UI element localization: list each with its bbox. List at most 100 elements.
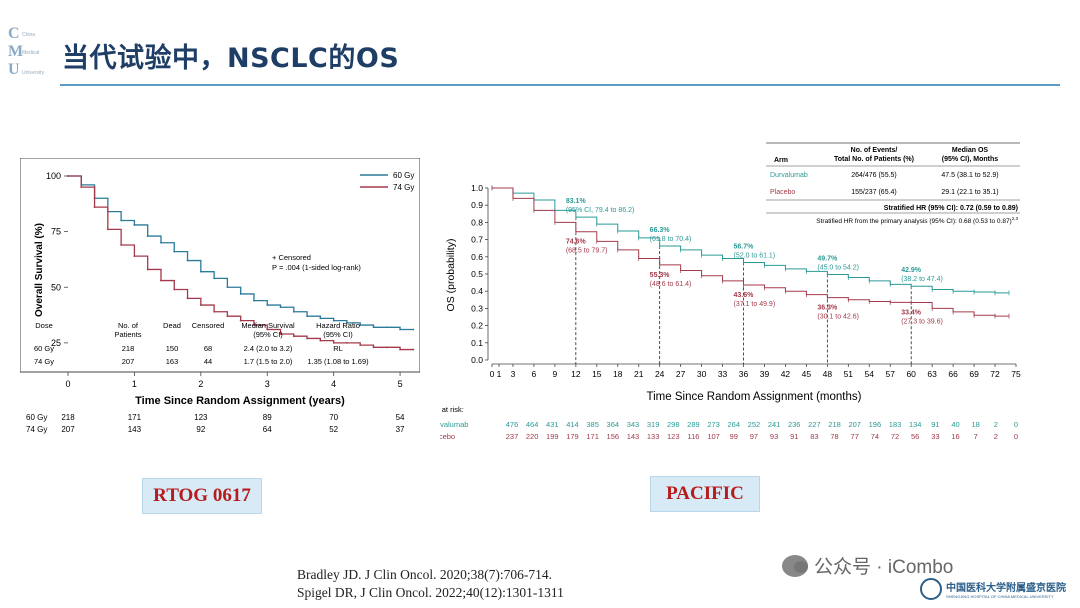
rtog-data-point [160,241,162,244]
hospital-logo: 中国医科大学附属盛京医院 SHENGJING HOSPITAL OF CHINA… [920,578,1066,600]
pacific-landmark-plac-ci: (48.6 to 61.4) [650,281,692,288]
pacific-y-axis-label: OS (probability) [445,239,457,312]
pacific-at-risk-value: 93 [770,432,778,441]
rtog-at-risk-value: 70 [329,413,338,422]
pacific-table-header-median: Median OS (95% CI), Months [942,147,998,163]
rtog-data-point [372,346,375,349]
rtog-table-cell: 2.4 (2.0 to 3.2) [244,344,293,353]
pacific-landmark-plac-ci: (30.1 to 42.6) [817,314,859,321]
pacific-y-tick-label: 0.1 [471,338,483,348]
rtog-table-header-median-line1: Median Survival [241,321,295,330]
pacific-at-risk-value: 385 [586,420,599,429]
rtog-data-point [306,337,308,340]
rtog-y-tick-label: 100 [46,171,61,181]
rtog-x-tick-label: 1 [132,379,137,389]
rtog-data-point [346,341,348,344]
pacific-table-cell: 29.1 (22.1 to 35.1) [941,189,998,196]
rtog-data-point [399,328,401,331]
rtog-x-tick-label: 4 [331,379,336,389]
reference-spigel: Spigel DR, J Clin Oncol. 2022;40(12):130… [297,585,564,600]
pacific-at-risk-value: 476 [506,420,519,429]
pacific-at-risk-value: 99 [730,432,738,441]
rtog-data-point [67,175,69,177]
rtog-data-point [199,270,202,273]
pacific-curve-placebo [492,187,1010,317]
rtog-at-risk-value: 89 [263,413,272,422]
rtog-y-tick-label: 75 [51,227,61,237]
rtog-data-point [253,299,255,302]
pacific-at-risk-value: 91 [790,432,798,441]
pacific-table-cell: 264/476 (55.5) [851,172,897,179]
rtog-table-cell: 150 [166,344,179,353]
rtog-y-tick-label: 50 [51,282,61,292]
rtog-series [67,175,415,351]
rtog-at-risk-value: 123 [194,413,208,422]
rtog-data-point [173,250,176,253]
rtog-table-cell: 44 [204,357,212,366]
rtog-data-point [186,297,189,300]
pacific-y-ticks: 0.0 0.1 0.2 0.3 0.4 0.5 0.6 0.7 0.8 0.9 1.0 [471,183,489,365]
pacific-x-tick-label: 30 [697,369,707,379]
pacific-table-header-median-line1: Median OS [952,147,989,154]
logo-letter-m: M [8,43,24,60]
pacific-landmark-plac-pct: 55.3% [650,272,671,279]
pacific-at-risk-value: 2 [994,432,998,441]
rtog-data-point [239,293,242,295]
rtog-data-point [226,315,229,318]
pacific-x-tick-label: 21 [634,369,644,379]
pacific-at-risk-value: 134 [909,420,922,429]
rtog-data-point [146,235,149,237]
pacific-at-risk-value: 97 [750,432,758,441]
rtog-table-cell: 1.7 (1.5 to 2.0) [244,357,293,366]
pacific-x-tick-label: 33 [718,369,728,379]
rtog-table-cell: 1.35 (1.08 to 1.69) [307,357,369,366]
pacific-landmark-plac-pct: 43.6% [734,292,755,299]
pacific-at-risk-value: 33 [931,432,939,441]
pacific-x-ticks: 0 1 3 6 9 12 15 18 21 24 27 30 33 36 39 42 45 48 51 54 57 60 6… [490,363,1021,379]
rtog-data-point [306,315,308,318]
rtog-x-tick-label: 0 [65,379,70,389]
pacific-at-risk-value: 207 [848,420,861,429]
pacific-table-arm-placebo: Placebo [770,189,795,196]
logo-letter-c: C [8,25,20,42]
rtog-legend: 60 Gy 74 Gy [360,171,414,192]
rtog-at-risk-value: 54 [396,413,405,422]
pacific-x-tick-label: 57 [886,369,896,379]
rtog-data-point [412,348,415,351]
rtog-data-point [412,328,415,331]
rtog-at-risk-value: 207 [61,425,75,434]
rtog-at-risk-value: 92 [196,425,205,434]
pacific-x-tick-label: 60 [906,369,916,379]
rtog-data-point [160,279,162,282]
pacific-table-cell: 155/237 (65.4) [851,189,897,196]
pacific-at-risk-value: 18 [972,420,980,429]
pacific-at-risk-value: 414 [566,420,579,429]
pacific-at-risk-value: 83 [810,432,818,441]
slide-title: 当代试验中，NSCLC的OS [62,43,400,74]
pacific-landmark-durv-pct: 56.7% [734,243,755,250]
rtog-table-cell: 218 [122,344,135,353]
pacific-x-tick-label: 15 [592,369,602,379]
pacific-x-tick-label: 48 [823,369,833,379]
pacific-x-tick-label: 18 [613,369,623,379]
pacific-landmark-durv-ci: (95% CI, 79.4 to 86.2) [566,207,634,214]
pacific-at-risk-value: 183 [889,420,902,429]
pacific-table-cell: 47.5 (38.1 to 52.9) [941,172,998,179]
rtog-at-risk: 60 Gy 218 171 123 89 70 54 74 Gy 207 143 92 64 52 37 [26,413,405,434]
pacific-at-risk-value: 236 [788,420,801,429]
pacific-at-risk-value: 241 [768,420,781,429]
rtog-data-point [399,348,401,351]
pacific-landmark-lines: 83.1% (95% CI, 79.4 to 86.2) 74.6% (68.5 to… [566,198,943,364]
pacific-at-risk-value: 218 [828,420,841,429]
pacific-landmark-durv-pct: 49.7% [817,256,838,263]
rtog-data-point [332,341,335,344]
rtog-censor-note: + Censored [272,253,311,262]
pacific-landmark-durv-pct: 42.9% [901,267,922,274]
rtog-table-header-patients-line2: Patients [114,330,141,339]
pacific-landmark-durv-pct: 83.1% [566,198,587,205]
rtog-data-point [292,335,295,338]
rtog-at-risk-value: 52 [329,425,338,434]
pacific-x-tick-label: 0 [490,369,495,379]
pacific-summary-table: Arm No. of Events/Total No. of Patients … [766,142,1020,225]
